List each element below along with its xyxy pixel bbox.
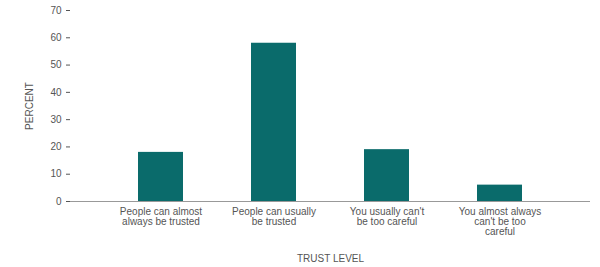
svg-text:10: 10 bbox=[50, 168, 62, 179]
svg-text:50: 50 bbox=[50, 59, 62, 70]
svg-text:People can usuallybe trusted: People can usuallybe trusted bbox=[232, 206, 316, 227]
svg-text:30: 30 bbox=[50, 114, 62, 125]
svg-text:0: 0 bbox=[56, 196, 62, 207]
svg-text:60: 60 bbox=[50, 32, 62, 43]
svg-text:40: 40 bbox=[50, 87, 62, 98]
svg-text:70: 70 bbox=[50, 5, 62, 16]
svg-text:People can almostalways be tru: People can almostalways be trusted bbox=[120, 206, 202, 227]
svg-text:20: 20 bbox=[50, 141, 62, 152]
svg-text:You almost alwayscan't be tooc: You almost alwayscan't be toocareful bbox=[459, 206, 541, 237]
svg-text:PERCENT: PERCENT bbox=[24, 82, 35, 130]
svg-text:You usually can'tbe too carefu: You usually can'tbe too careful bbox=[350, 206, 425, 227]
svg-text:TRUST LEVEL: TRUST LEVEL bbox=[297, 253, 364, 264]
